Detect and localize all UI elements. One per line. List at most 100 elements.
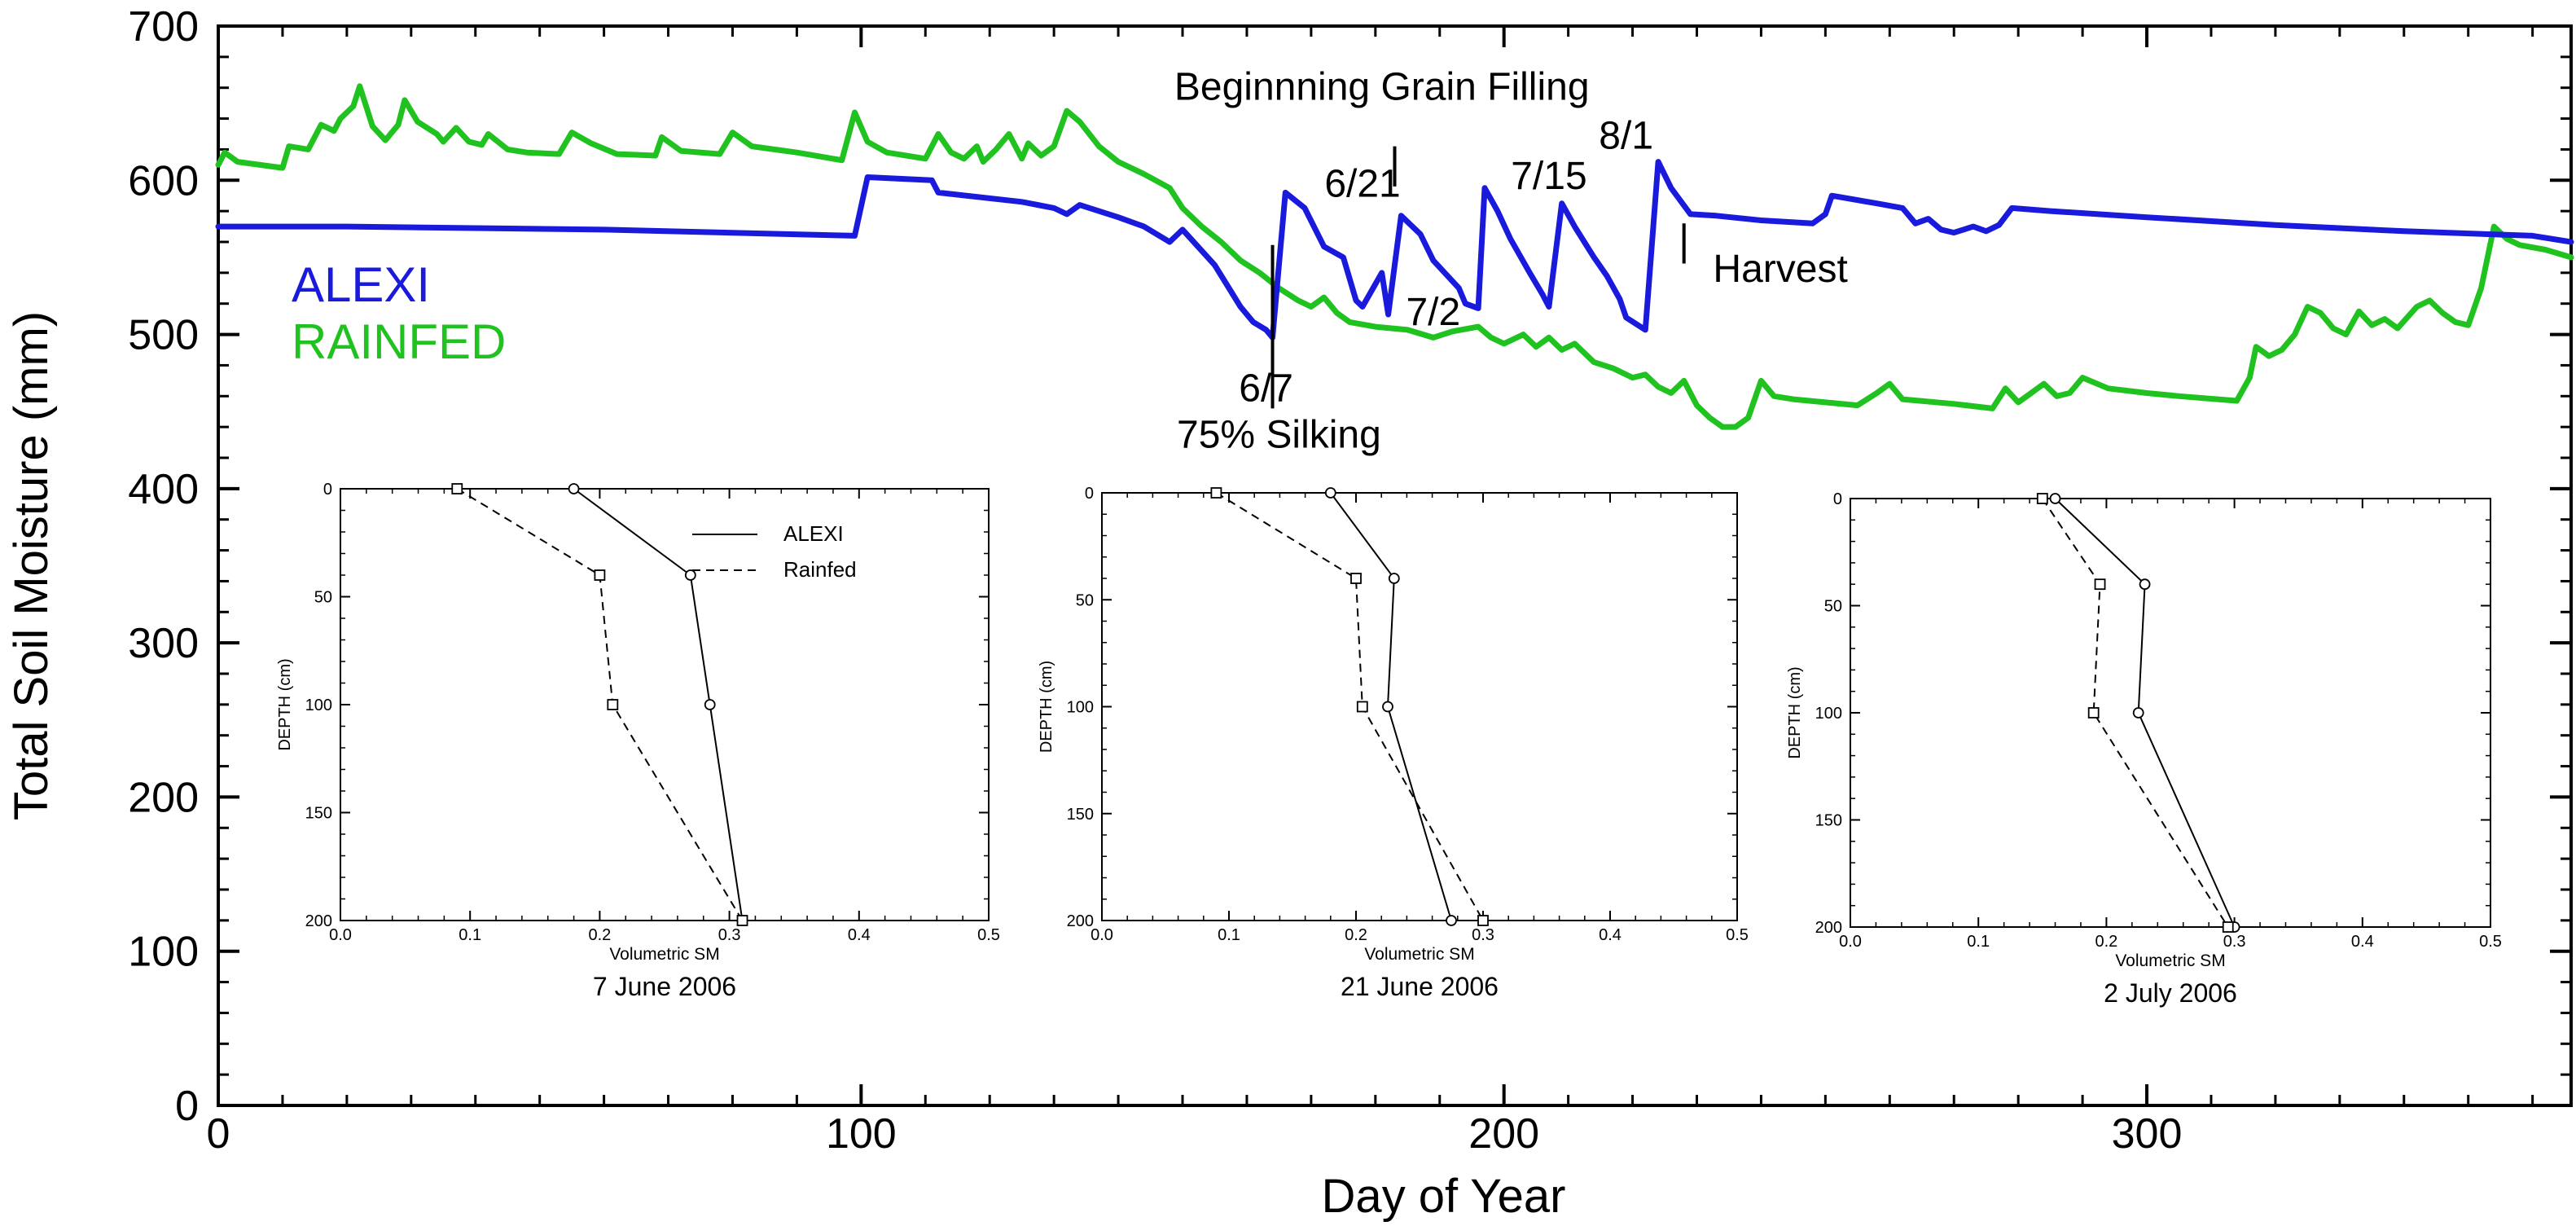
annotation-label: 75% Silking [1177,413,1381,456]
inset-point-rainfed [1356,701,1368,713]
inset-x-axis-title: Volumetric SM [2115,951,2225,970]
inset-x-tick-label: 0.1 [459,926,481,944]
inset-x-tick-label: 0.4 [2351,933,2374,951]
annotation-label: 7/15 [1511,155,1586,198]
series-line-rainfed [215,83,2574,430]
inset-frame [1850,498,2491,928]
inset-y-tick-label: 100 [1815,705,1842,723]
inset-title: 21 June 2006 [1341,972,1499,1001]
inset-legend-label-rainfed: Rainfed [783,557,857,582]
inset-point-alexi [2049,493,2061,504]
inset-point-rainfed [736,915,748,926]
inset-point-rainfed [1350,573,1362,584]
inset-x-tick-label: 0.3 [2223,933,2246,951]
series-line-alexi [215,159,2574,341]
inset-series-alexi [573,488,744,921]
legend-entry-rainfed: RAINFED [292,314,506,369]
inset-y-tick-label: 150 [1815,812,1842,830]
inset-y-tick-label: 100 [305,696,332,714]
inset-y-tick-label: 200 [1815,919,1842,937]
x-tick-label: 200 [1468,1110,1539,1158]
inset-y-tick-label: 200 [1067,912,1094,930]
inset-y-tick-label: 50 [1824,598,1842,616]
inset-point-alexi [1324,487,1336,499]
inset-chart: 0.0 0.1 0.2 0.3 0.4 0.5 0 50 100 150 200 Volumetric… [276,481,1000,1001]
inset-legend-label-alexi: ALEXI [783,521,844,546]
legend-entry-alexi: ALEXI [292,257,430,312]
inset-x-axis-title: Volumetric SM [609,945,719,964]
x-tick-label: 300 [2112,1110,2183,1158]
inset-x-tick-label: 0.2 [2095,933,2117,951]
annotation-label: 6/21 [1324,163,1400,206]
inset-point-alexi [1382,701,1393,713]
inset-series-rainfed [1215,492,1484,921]
y-tick-label: 0 [175,1083,199,1130]
inset-series-rainfed [456,488,744,921]
inset-y-tick-label: 50 [314,589,332,607]
y-tick-label: 100 [128,929,199,976]
inset-point-alexi [704,699,716,710]
inset-point-alexi [1388,573,1400,584]
inset-y-tick-label: 0 [323,481,332,499]
inset-point-rainfed [451,483,463,494]
inset-point-alexi [2139,578,2151,591]
annotation-label: 7/2 [1406,291,1460,334]
inset-x-tick-label: 0.2 [588,926,611,944]
x-axis-title: Day of Year [1322,1170,1566,1223]
y-tick-label: 700 [128,3,199,51]
inset-y-tick-label: 0 [1085,485,1094,503]
inset-point-rainfed [1210,487,1222,499]
inset-y-axis-title: DEPTH (cm) [276,658,294,750]
inset-point-alexi [2132,707,2144,718]
inset-x-tick-label: 0.0 [1091,926,1113,944]
inset-frame [340,488,990,921]
inset-x-tick-label: 0.0 [329,926,352,944]
inset-y-tick-label: 150 [1067,806,1094,824]
annotation-label: 8/1 [1599,115,1653,158]
inset-point-rainfed [607,699,619,710]
inset-y-tick-label: 150 [305,805,332,823]
inset-point-alexi [568,483,580,494]
y-tick-label: 500 [128,312,199,359]
inset-series-rainfed [2041,498,2229,928]
annotation-label: 6/7 [1239,367,1293,410]
inset-point-alexi [684,569,696,581]
inset-chart: 0.0 0.1 0.2 0.3 0.4 0.5 0 50 100 150 200 Volumetric… [1786,490,2502,1008]
inset-chart: 0.0 0.1 0.2 0.3 0.4 0.5 0 50 100 150 200 Volumetric… [1038,485,1749,1001]
inset-x-axis-title: Volumetric SM [1364,945,1474,964]
inset-x-tick-label: 0.5 [1726,926,1749,944]
inset-frame [1101,492,1738,921]
inset-x-tick-label: 0.3 [718,926,741,944]
y-axis-title: Total Soil Moisture (mm) [5,311,58,820]
y-tick-label: 200 [128,774,199,821]
y-tick-label: 600 [128,157,199,204]
inset-title: 2 July 2006 [2104,978,2237,1008]
inset-point-rainfed [2036,493,2048,504]
inset-x-tick-label: 0.1 [1218,926,1240,944]
annotation-label: Beginnning Grain Filling [1174,65,1590,108]
inset-point-rainfed [2094,578,2106,591]
inset-series-alexi [1329,492,1452,921]
annotation-label: Harvest [1713,248,1847,291]
inset-point-rainfed [594,569,606,581]
inset-point-rainfed [2087,707,2100,718]
y-tick-label: 400 [128,466,199,513]
inset-x-tick-label: 0.3 [1472,926,1494,944]
x-tick-label: 0 [207,1110,230,1158]
inset-point-alexi [1446,915,1457,926]
inset-x-tick-label: 0.1 [1967,933,1990,951]
inset-title: 7 June 2006 [593,972,736,1001]
inset-x-tick-label: 0.5 [977,926,1000,944]
inset-y-tick-label: 100 [1067,699,1094,717]
inset-y-tick-label: 50 [1076,591,1094,609]
inset-x-tick-label: 0.4 [848,926,871,944]
inset-x-tick-label: 0.0 [1839,933,1862,951]
inset-x-tick-label: 0.4 [1599,926,1622,944]
inset-x-tick-label: 0.5 [2479,933,2502,951]
inset-y-tick-label: 0 [1833,490,1842,508]
plot-frame [217,24,2573,1107]
inset-y-axis-title: DEPTH (cm) [1038,661,1055,753]
x-tick-label: 100 [826,1110,897,1158]
inset-y-axis-title: DEPTH (cm) [1786,666,1804,758]
